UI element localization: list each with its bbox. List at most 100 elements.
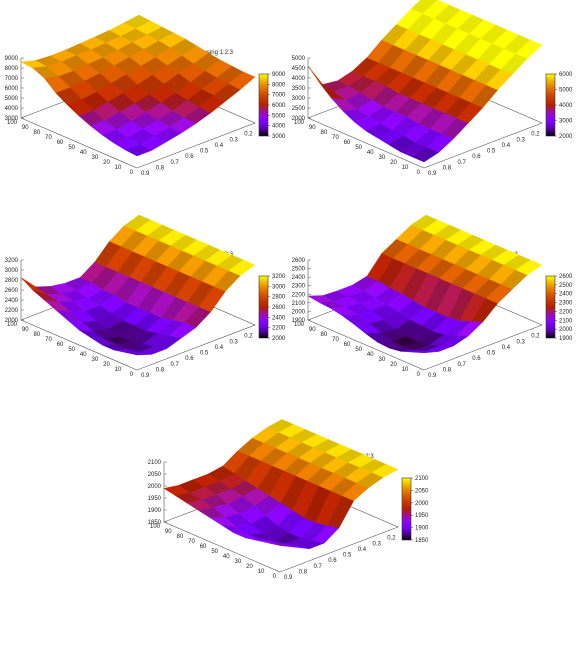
z-tick-label: 1900	[292, 318, 306, 324]
x-tick-label: 0.5	[200, 351, 209, 357]
y-tick-label: 0	[130, 372, 134, 378]
chart-panel-3: "spira250_gnu_output_600k" using 1:2:332…	[3, 214, 289, 436]
y-tick-label: 100	[294, 120, 305, 126]
x-tick-label: 0.5	[343, 553, 352, 559]
x-tick-label: 0.7	[171, 160, 180, 166]
y-tick-label: 50	[355, 145, 362, 151]
colorbar-tick-label: 2000	[415, 501, 429, 507]
colorbar-tick-label: 2000	[559, 327, 573, 333]
colorbar-tick-label: 2400	[272, 315, 286, 321]
colorbar-tick-label: 2800	[272, 295, 286, 301]
y-tick-label: 90	[165, 529, 172, 535]
z-tick-label: 4000	[292, 76, 306, 82]
z-tick-label: 3000	[5, 116, 19, 122]
colorbar-tick-label: 5000	[559, 88, 573, 94]
z-tick-label: 2600	[292, 258, 306, 264]
y-tick-label: 90	[22, 327, 29, 333]
colorbar-tick-label: 2500	[559, 283, 573, 289]
z-tick-label: 3200	[5, 258, 19, 264]
y-tick-label: 0	[417, 372, 421, 378]
y-tick-label: 70	[188, 539, 195, 545]
colorbar-tick-label: 2400	[559, 292, 573, 298]
surface-plot-svg: "spira250_gnu_output_300k" using 1:2:350…	[292, 0, 573, 177]
y-tick-label: 70	[45, 337, 52, 343]
x-tick-label: 0.8	[299, 569, 308, 575]
colorbar-tick-label: 3000	[272, 134, 286, 140]
y-tick-label: 40	[367, 352, 374, 358]
colorbar-tick-label: 2100	[415, 476, 429, 482]
x-tick-label: 0.6	[472, 356, 481, 362]
surface-plot-svg: "spira250_gnu_output_100k" using 1:2:390…	[5, 14, 286, 177]
colorbar-tick-label: 2600	[272, 305, 286, 311]
colorbar-tick-label: 8000	[272, 82, 286, 88]
z-tick-label: 5000	[5, 96, 19, 102]
y-tick-label: 90	[309, 125, 316, 131]
z-tick-label: 9000	[5, 56, 19, 62]
y-tick-label: 30	[379, 357, 386, 363]
y-tick-label: 40	[367, 150, 374, 156]
y-tick-label: 10	[402, 367, 409, 373]
y-tick-label: 60	[344, 342, 351, 348]
y-tick-label: 20	[103, 362, 110, 368]
z-tick-label: 2300	[292, 284, 306, 290]
colorbar-tick-label: 3000	[559, 119, 573, 125]
surface-plot-svg: "spira250_gnu_output_2M" using 1:2:32100…	[148, 419, 429, 581]
colorbar-tick-label: 6000	[272, 103, 286, 109]
y-tick-label: 80	[34, 130, 41, 136]
colorbar-tick-label: 1900	[559, 336, 573, 342]
z-tick-label: 3500	[292, 86, 306, 92]
y-tick-label: 30	[92, 357, 99, 363]
y-tick-label: 50	[68, 145, 75, 151]
y-tick-label: 30	[379, 155, 386, 161]
x-tick-label: 0.3	[230, 339, 239, 345]
y-tick-label: 70	[332, 135, 339, 141]
y-tick-label: 90	[22, 125, 29, 131]
z-tick-label: 2000	[292, 309, 306, 315]
y-tick-label: 30	[92, 155, 99, 161]
x-tick-label: 0.7	[171, 362, 180, 368]
x-tick-label: 0.9	[284, 575, 293, 581]
y-tick-label: 30	[235, 559, 242, 565]
colorbar	[545, 73, 556, 137]
y-tick-label: 40	[80, 150, 87, 156]
y-tick-label: 80	[321, 130, 328, 136]
y-tick-label: 20	[103, 160, 110, 166]
x-tick-label: 0.8	[443, 165, 452, 171]
x-tick-label: 0.2	[244, 334, 253, 340]
chart-panel-1: "spira250_gnu_output_100k" using 1:2:390…	[3, 14, 289, 234]
x-tick-label: 0.4	[215, 143, 224, 149]
y-tick-label: 20	[246, 564, 253, 570]
y-tick-label: 80	[321, 332, 328, 338]
colorbar-tick-label: 1850	[415, 538, 429, 544]
x-tick-label: 0.7	[314, 564, 323, 570]
y-tick-label: 10	[402, 165, 409, 171]
z-tick-label: 3000	[5, 268, 19, 274]
z-tick-label: 5000	[292, 56, 306, 62]
z-tick-label: 2000	[5, 318, 19, 324]
y-tick-label: 80	[177, 534, 184, 540]
y-tick-label: 100	[294, 322, 305, 328]
colorbar-tick-label: 4000	[272, 124, 286, 130]
y-tick-label: 70	[332, 337, 339, 343]
x-tick-label: 0.4	[502, 143, 511, 149]
x-tick-label: 0.6	[328, 558, 337, 564]
colorbar-tick-label: 3200	[272, 274, 286, 280]
x-tick-label: 0.3	[517, 339, 526, 345]
z-tick-label: 1950	[148, 496, 162, 502]
colorbar	[545, 275, 556, 339]
y-tick-label: 0	[273, 574, 277, 580]
surface-patch	[515, 39, 543, 59]
x-tick-label: 0.9	[141, 171, 150, 177]
y-tick-label: 50	[355, 347, 362, 353]
z-tick-label: 2400	[5, 298, 19, 304]
surface-patch	[228, 71, 256, 90]
x-tick-label: 0.6	[185, 154, 194, 160]
z-tick-label: 1850	[148, 520, 162, 526]
y-tick-label: 0	[417, 170, 421, 176]
x-tick-label: 0.7	[458, 362, 467, 368]
z-tick-label: 2000	[148, 484, 162, 490]
z-tick-label: 6000	[5, 86, 19, 92]
x-tick-label: 0.9	[428, 373, 437, 379]
colorbar-tick-label: 3000	[272, 284, 286, 290]
y-tick-label: 50	[211, 549, 218, 555]
